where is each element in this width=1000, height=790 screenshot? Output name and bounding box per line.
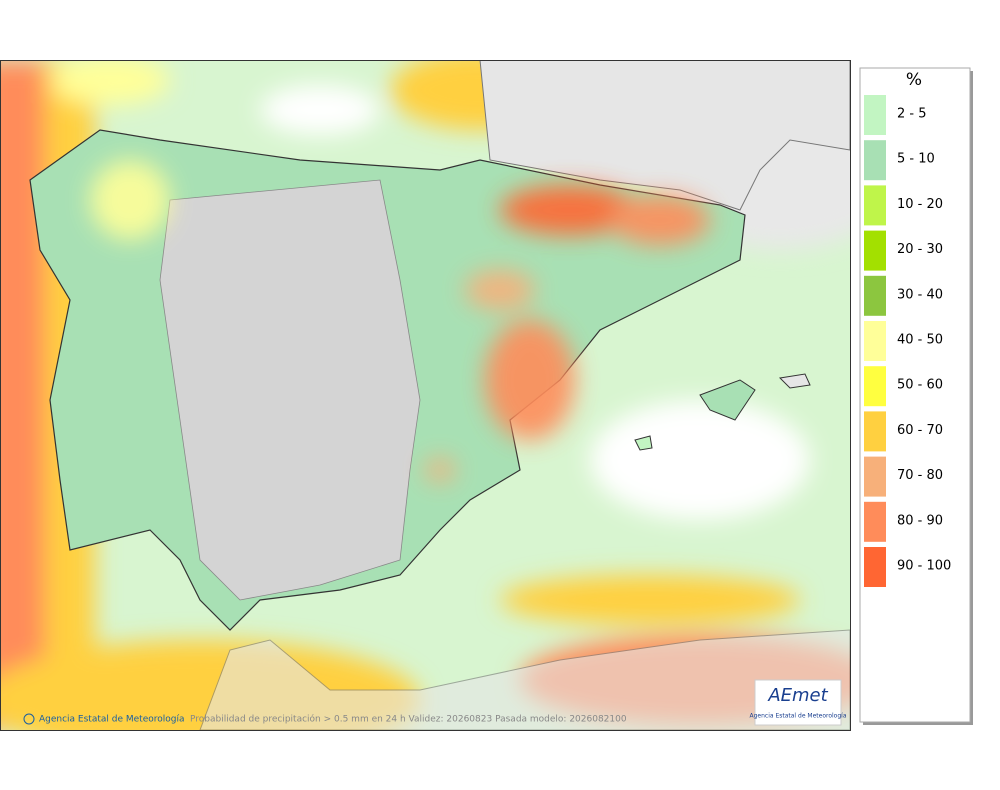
legend-label: 40 - 50 (897, 333, 943, 348)
legend-label: 50 - 60 (897, 378, 943, 393)
mallorca (699, 379, 756, 421)
legend-label: 70 - 80 (897, 468, 943, 483)
legend-items: 2 - 5 5 - 10 10 - 20 20 - 30 30 - 40 40 - 50 5… (864, 95, 951, 587)
ibiza (634, 435, 653, 451)
africa (199, 629, 850, 730)
legend-label: 90 - 100 (897, 559, 951, 574)
legend-swatch (864, 547, 886, 587)
interior-dry (159, 179, 421, 601)
legend-label: 10 - 20 (897, 197, 943, 212)
logo-name: AEmet (767, 685, 828, 706)
caption: Probabilidad de precipitación > 0.5 mm e… (190, 714, 627, 725)
logo-box (754, 679, 842, 726)
map-frame (0, 60, 851, 731)
legend-swatch (864, 95, 886, 135)
france (479, 60, 850, 211)
legend-label: 5 - 10 (897, 152, 935, 167)
credit-icon (23, 713, 35, 725)
legend-label: 60 - 70 (897, 423, 943, 438)
map (0, 60, 850, 730)
legend-swatch (864, 275, 886, 316)
legend-swatch (864, 411, 886, 452)
credit: Agencia Estatal de Meteorología (39, 715, 185, 725)
legend-swatch (864, 366, 886, 407)
legend-label: 20 - 30 (897, 242, 943, 257)
legend-title: % (906, 70, 922, 90)
legend-swatch (864, 140, 886, 181)
logo-subtitle: Agencia Estatal de Meteorología (750, 713, 847, 720)
menorca (778, 373, 811, 389)
legend-swatch (864, 230, 886, 271)
legend-label: 80 - 90 (897, 513, 943, 528)
legend-swatch (864, 501, 886, 542)
legend-swatch (864, 456, 886, 497)
legend-swatch (864, 321, 886, 361)
northeast-field (90, 160, 710, 482)
legend-swatch (864, 185, 886, 226)
legend-label: 2 - 5 (897, 107, 927, 122)
legend-label: 30 - 40 (897, 287, 943, 302)
